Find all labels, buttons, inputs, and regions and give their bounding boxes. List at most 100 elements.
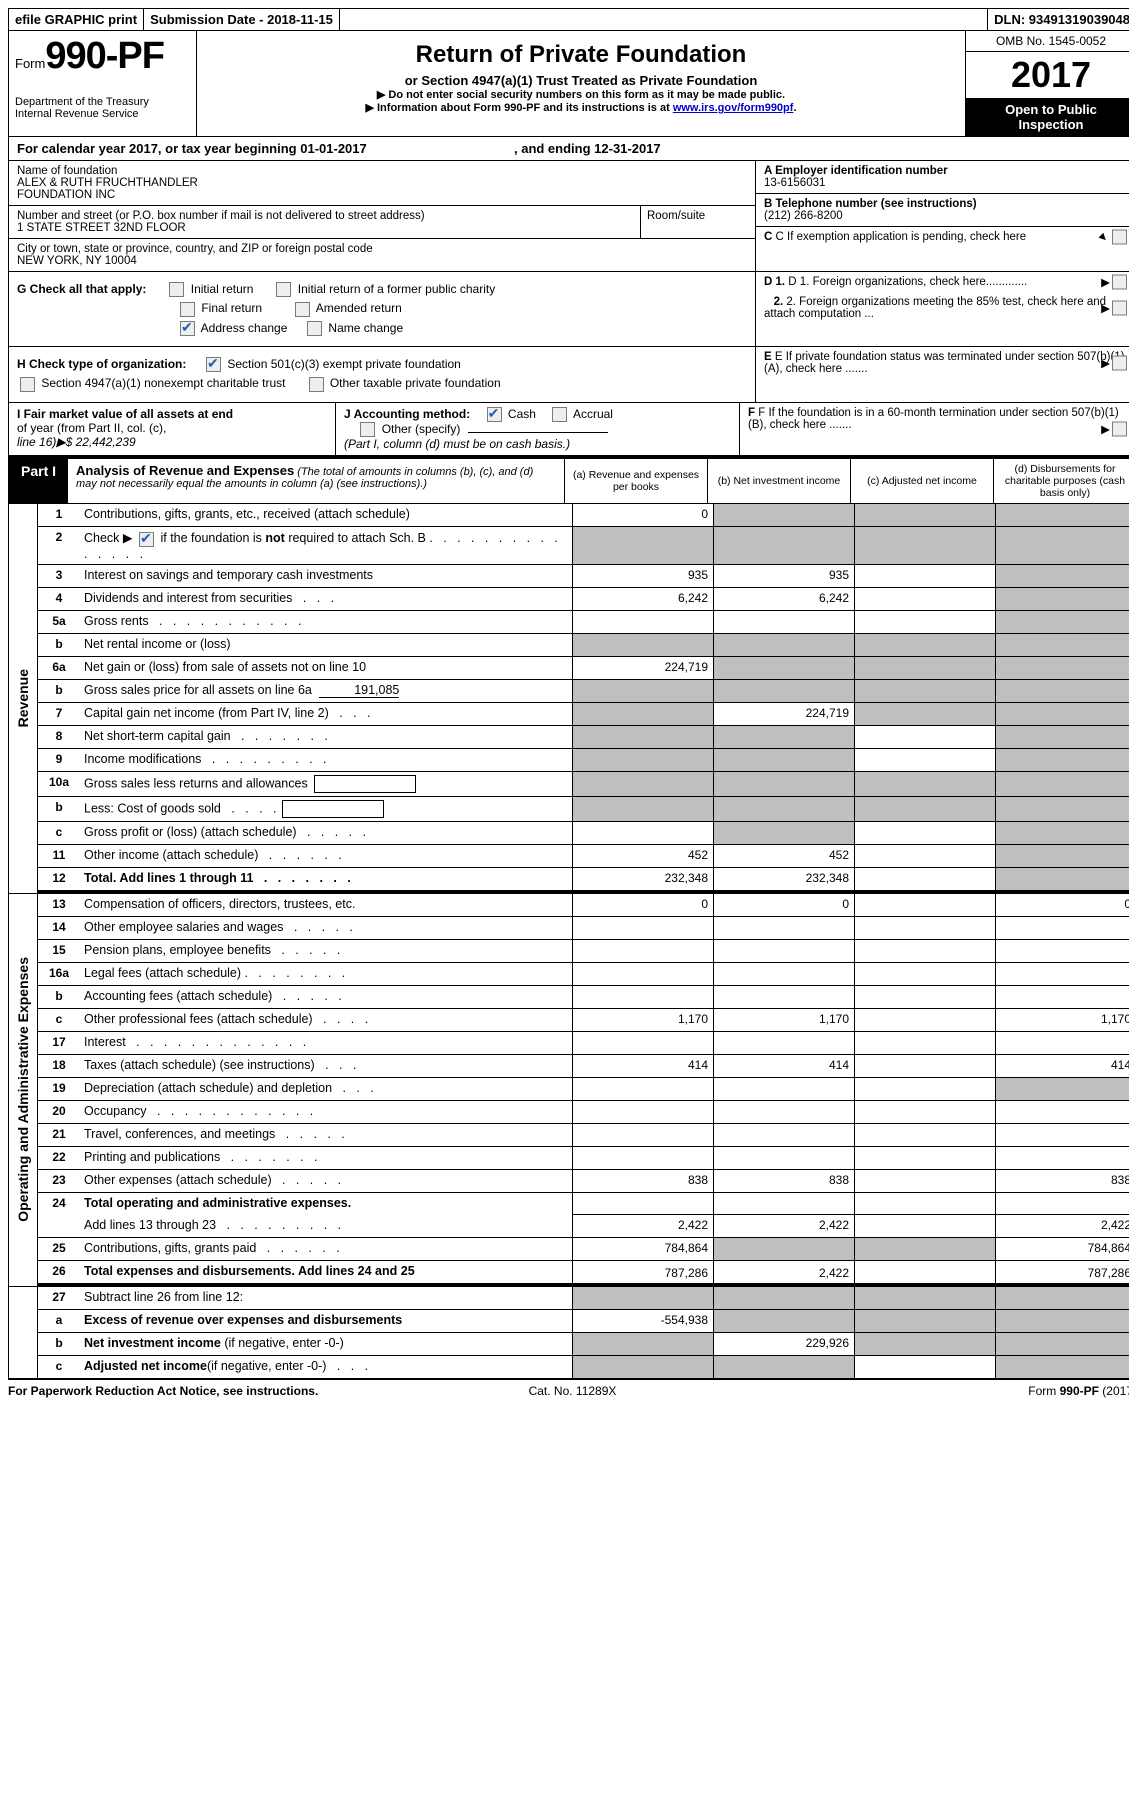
amended-return-checkbox[interactable] — [295, 302, 310, 317]
tax-year: 2017 — [966, 52, 1129, 98]
arrow-icon: ▶ — [1101, 356, 1110, 370]
top-bar: efile GRAPHIC print Submission Date - 20… — [8, 8, 1129, 31]
room-suite: Room/suite — [640, 206, 747, 238]
line-10a-desc: Gross sales less returns and allowances — [80, 772, 573, 796]
foreign-org-checkbox[interactable] — [1112, 275, 1127, 290]
irs-label: Internal Revenue Service — [15, 108, 190, 120]
revenue-table: Revenue 1Contributions, gifts, grants, e… — [8, 504, 1129, 893]
page-footer: For Paperwork Reduction Act Notice, see … — [8, 1379, 1129, 1402]
part-i-header: Part I Analysis of Revenue and Expenses … — [8, 456, 1129, 504]
line-23-desc: Other expenses (attach schedule) . . . .… — [80, 1170, 573, 1192]
line-22-desc: Printing and publications . . . . . . . — [80, 1147, 573, 1169]
line-10c-desc: Gross profit or (loss) (attach schedule)… — [80, 822, 573, 844]
info-note: ▶ Information about Form 990-PF and its … — [203, 101, 959, 114]
accounting-method: J Accounting method: Cash Accrual Other … — [336, 403, 740, 456]
open-inspection: Open to Public Inspection — [966, 98, 1129, 136]
e-cell: E E If private foundation status was ter… — [756, 347, 1129, 379]
omb-number: OMB No. 1545-0052 — [966, 31, 1129, 52]
line-21-desc: Travel, conferences, and meetings . . . … — [80, 1124, 573, 1146]
line-15-desc: Pension plans, employee benefits . . . .… — [80, 940, 573, 962]
col-a-header: (a) Revenue and expenses per books — [564, 459, 707, 503]
other-specify-field[interactable] — [468, 432, 608, 433]
60-month-checkbox[interactable] — [1112, 421, 1127, 436]
name-cell: Name of foundation ALEX & RUTH FRUCHTHAN… — [9, 161, 755, 206]
entity-info: Name of foundation ALEX & RUTH FRUCHTHAN… — [8, 161, 1129, 272]
col-c-header: (c) Adjusted net income — [850, 459, 993, 503]
form-title: Return of Private Foundation — [203, 41, 959, 69]
arrow-icon: ▶ — [1101, 422, 1110, 436]
section-h-e: H Check type of organization: Section 50… — [8, 347, 1129, 403]
submission-date: Submission Date - 2018-11-15 — [144, 9, 340, 30]
cash-checkbox[interactable] — [487, 407, 502, 422]
arrow-icon: ▶ — [1101, 275, 1110, 289]
line-4-desc: Dividends and interest from securities .… — [80, 588, 573, 610]
final-return-checkbox[interactable] — [180, 302, 195, 317]
address-change-checkbox[interactable] — [180, 321, 195, 336]
calendar-year-row: For calendar year 2017, or tax year begi… — [8, 137, 1129, 161]
terminated-checkbox[interactable] — [1112, 355, 1127, 370]
header-center: Return of Private Foundation or Section … — [197, 31, 965, 136]
irs-link[interactable]: www.irs.gov/form990pf — [673, 102, 794, 114]
line-2-desc: Check ▶ if the foundation is not require… — [80, 527, 573, 563]
form-label: Form — [15, 56, 45, 71]
form-subtitle: or Section 4947(a)(1) Trust Treated as P… — [203, 73, 959, 88]
line-6b-desc: Gross sales price for all assets on line… — [80, 680, 573, 702]
exemption-cell: C C If exemption application is pending,… — [756, 227, 1129, 247]
accrual-checkbox[interactable] — [552, 407, 567, 422]
sch-b-checkbox[interactable] — [139, 532, 154, 547]
form-number: 990-PF — [45, 35, 164, 77]
arrow-icon — [1100, 231, 1110, 243]
part-i-desc: Analysis of Revenue and Expenses (The to… — [68, 459, 564, 503]
revenue-side-label: Revenue — [9, 504, 38, 892]
line-6a-desc: Net gain or (loss) from sale of assets n… — [80, 657, 573, 679]
other-taxable-checkbox[interactable] — [309, 377, 324, 392]
h-org-type: H Check type of organization: Section 50… — [9, 347, 755, 402]
line-24b-desc: Add lines 13 through 23 . . . . . . . . … — [80, 1215, 573, 1237]
paperwork-notice: For Paperwork Reduction Act Notice, see … — [8, 1384, 384, 1398]
line-13-desc: Compensation of officers, directors, tru… — [80, 894, 573, 916]
f-cell: F F If the foundation is in a 60-month t… — [740, 403, 1129, 456]
header-right: OMB No. 1545-0052 2017 Open to Public In… — [965, 31, 1129, 136]
line-25-desc: Contributions, gifts, grants paid . . . … — [80, 1238, 573, 1260]
initial-former-checkbox[interactable] — [276, 282, 291, 297]
line-27a-desc: Excess of revenue over expenses and disb… — [80, 1310, 573, 1332]
topbar-spacer — [340, 9, 988, 30]
dln: DLN: 93491319039048 — [988, 9, 1129, 30]
foreign-85-checkbox[interactable] — [1112, 301, 1127, 316]
initial-return-checkbox[interactable] — [169, 282, 184, 297]
ssn-note: ▶ Do not enter social security numbers o… — [203, 88, 959, 101]
address-cell: Number and street (or P.O. box number if… — [9, 206, 755, 239]
part-i-label: Part I — [9, 459, 68, 503]
form-header: Form990-PF Department of the Treasury In… — [8, 31, 1129, 137]
city-cell: City or town, state or province, country… — [9, 239, 755, 271]
line-17-desc: Interest . . . . . . . . . . . . . — [80, 1032, 573, 1054]
line-14-desc: Other employee salaries and wages . . . … — [80, 917, 573, 939]
line-11-desc: Other income (attach schedule) . . . . .… — [80, 845, 573, 867]
exemption-checkbox[interactable] — [1112, 230, 1127, 245]
line-16c-desc: Other professional fees (attach schedule… — [80, 1009, 573, 1031]
arrow-icon: ▶ — [1101, 301, 1110, 315]
line-12-desc: Total. Add lines 1 through 11 . . . . . … — [80, 868, 573, 890]
line-18-desc: Taxes (attach schedule) (see instruction… — [80, 1055, 573, 1077]
d2-cell: 2. 2. Foreign organizations meeting the … — [756, 292, 1129, 324]
header-left: Form990-PF Department of the Treasury In… — [9, 31, 197, 136]
4947a1-checkbox[interactable] — [20, 377, 35, 392]
ein-cell: A Employer identification number 13-6156… — [756, 161, 1129, 194]
line-8-desc: Net short-term capital gain . . . . . . … — [80, 726, 573, 748]
efile-label: efile GRAPHIC print — [9, 9, 144, 30]
line-19-desc: Depreciation (attach schedule) and deple… — [80, 1078, 573, 1100]
name-change-checkbox[interactable] — [307, 321, 322, 336]
line-20-desc: Occupancy . . . . . . . . . . . . — [80, 1101, 573, 1123]
line-27b-desc: Net investment income (if negative, ente… — [80, 1333, 573, 1355]
fmv-cell: I Fair market value of all assets at end… — [9, 403, 336, 456]
line-26-desc: Total expenses and disbursements. Add li… — [80, 1261, 573, 1283]
other-method-checkbox[interactable] — [360, 422, 375, 437]
501c3-checkbox[interactable] — [206, 357, 221, 372]
line-3-desc: Interest on savings and temporary cash i… — [80, 565, 573, 587]
line-9-desc: Income modifications . . . . . . . . . — [80, 749, 573, 771]
col-b-header: (b) Net investment income — [707, 459, 850, 503]
line-7-desc: Capital gain net income (from Part IV, l… — [80, 703, 573, 725]
line-10b-desc: Less: Cost of goods sold . . . . — [80, 797, 573, 821]
telephone-cell: B Telephone number (see instructions) (2… — [756, 194, 1129, 227]
line-5b-desc: Net rental income or (loss) — [80, 634, 573, 656]
